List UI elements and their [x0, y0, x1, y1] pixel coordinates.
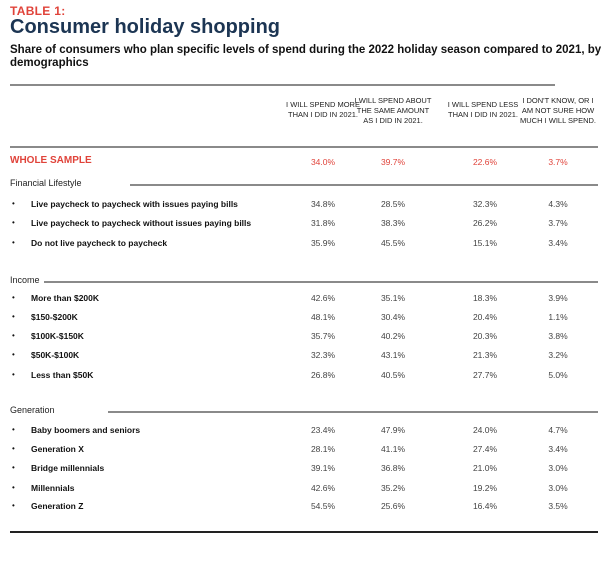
- table-number: TABLE 1:: [10, 4, 66, 18]
- table-cell: 3.5%: [548, 501, 568, 511]
- bullet-icon: •: [12, 312, 15, 321]
- table-cell: 3.4%: [548, 444, 568, 454]
- table-cell: 4.3%: [548, 199, 568, 209]
- table-cell: 20.4%: [472, 312, 498, 322]
- whole-sample-value: 22.6%: [472, 157, 498, 167]
- table-cell: 28.5%: [380, 199, 406, 209]
- table-cell: 40.5%: [380, 370, 406, 380]
- whole-sample-value: 34.0%: [310, 157, 336, 167]
- column-header-less: I WILL SPEND LESS THAN I DID IN 2021.: [447, 100, 519, 119]
- column-header-same: I WILL SPEND ABOUT THE SAME AMOUNT AS I …: [354, 96, 432, 125]
- table-cell: 31.8%: [310, 218, 336, 228]
- top-divider: [10, 84, 555, 86]
- table-cell: 19.2%: [472, 483, 498, 493]
- table-cell: 41.1%: [380, 444, 406, 454]
- bullet-icon: •: [12, 483, 15, 492]
- bullet-icon: •: [12, 293, 15, 302]
- group-divider: [44, 281, 598, 283]
- table-cell: 27.7%: [472, 370, 498, 380]
- table-cell: 25.6%: [380, 501, 406, 511]
- bullet-icon: •: [12, 350, 15, 359]
- table-cell: 27.4%: [472, 444, 498, 454]
- row-label: Bridge millennials: [31, 463, 105, 473]
- group-label: Generation: [10, 405, 55, 415]
- bullet-icon: •: [12, 218, 15, 227]
- row-label: Less than $50K: [31, 370, 94, 380]
- table-cell: 21.0%: [472, 463, 498, 473]
- row-label: Generation X: [31, 444, 84, 454]
- row-label: More than $200K: [31, 293, 100, 303]
- table-cell: 3.0%: [548, 463, 568, 473]
- row-label: $50K-$100K: [31, 350, 80, 360]
- table-cell: 34.8%: [310, 199, 336, 209]
- table-cell: 32.3%: [472, 199, 498, 209]
- table-cell: 18.3%: [472, 293, 498, 303]
- table-cell: 43.1%: [380, 350, 406, 360]
- column-header-unsure: I DON'T KNOW, OR I AM NOT SURE HOW MUCH …: [520, 96, 596, 125]
- whole-sample-label: WHOLE SAMPLE: [10, 155, 92, 166]
- table-cell: 3.2%: [548, 350, 568, 360]
- table-cell: 39.1%: [310, 463, 336, 473]
- table-cell: 3.7%: [548, 218, 568, 228]
- row-label: Baby boomers and seniors: [31, 425, 141, 435]
- table-cell: 32.3%: [310, 350, 336, 360]
- bullet-icon: •: [12, 238, 15, 247]
- table-cell: 1.1%: [548, 312, 568, 322]
- table-cell: 26.2%: [472, 218, 498, 228]
- row-label: Do not live paycheck to paycheck: [31, 238, 168, 248]
- table-cell: 48.1%: [310, 312, 336, 322]
- bullet-icon: •: [12, 501, 15, 510]
- table-cell: 42.6%: [310, 293, 336, 303]
- bullet-icon: •: [12, 463, 15, 472]
- table-cell: 15.1%: [472, 238, 498, 248]
- table-cell: 21.3%: [472, 350, 498, 360]
- bullet-icon: •: [12, 199, 15, 208]
- table-cell: 5.0%: [548, 370, 568, 380]
- group-label: Financial Lifestyle: [10, 178, 82, 188]
- bullet-icon: •: [12, 425, 15, 434]
- row-label: Millennials: [31, 483, 75, 493]
- table-cell: 30.4%: [380, 312, 406, 322]
- table-cell: 3.4%: [548, 238, 568, 248]
- row-label: Live paycheck to paycheck with issues pa…: [31, 199, 238, 209]
- table-subtitle: Share of consumers who plan specific lev…: [10, 44, 602, 69]
- table-cell: 23.4%: [310, 425, 336, 435]
- group-divider: [108, 411, 598, 413]
- table-cell: 16.4%: [472, 501, 498, 511]
- column-header-more: I WILL SPEND MORE THAN I DID IN 2021.: [286, 100, 360, 119]
- bullet-icon: •: [12, 331, 15, 340]
- table-cell: 45.5%: [380, 238, 406, 248]
- table-cell: 35.7%: [310, 331, 336, 341]
- table-cell: 54.5%: [310, 501, 336, 511]
- table-cell: 24.0%: [472, 425, 498, 435]
- row-label: Generation Z: [31, 501, 84, 511]
- table-cell: 20.3%: [472, 331, 498, 341]
- table-cell: 47.9%: [380, 425, 406, 435]
- table-cell: 26.8%: [310, 370, 336, 380]
- table-cell: 40.2%: [380, 331, 406, 341]
- table-cell: 4.7%: [548, 425, 568, 435]
- table-cell: 28.1%: [310, 444, 336, 454]
- header-divider: [10, 146, 598, 148]
- bottom-divider: [10, 531, 598, 533]
- table-cell: 3.8%: [548, 331, 568, 341]
- bullet-icon: •: [12, 370, 15, 379]
- table-title: Consumer holiday shopping: [10, 16, 281, 38]
- row-label: $150-$200K: [31, 312, 78, 322]
- table-cell: 36.8%: [380, 463, 406, 473]
- group-label: Income: [10, 275, 40, 285]
- table-cell: 35.9%: [310, 238, 336, 248]
- table-cell: 35.1%: [380, 293, 406, 303]
- row-label: Live paycheck to paycheck without issues…: [31, 218, 252, 228]
- whole-sample-value: 39.7%: [380, 157, 406, 167]
- bullet-icon: •: [12, 444, 15, 453]
- group-divider: [130, 184, 598, 186]
- table-cell: 38.3%: [380, 218, 406, 228]
- table-cell: 35.2%: [380, 483, 406, 493]
- whole-sample-value: 3.7%: [548, 157, 568, 167]
- table-cell: 3.0%: [548, 483, 568, 493]
- row-label: $100K-$150K: [31, 331, 84, 341]
- table-cell: 3.9%: [548, 293, 568, 303]
- table-cell: 42.6%: [310, 483, 336, 493]
